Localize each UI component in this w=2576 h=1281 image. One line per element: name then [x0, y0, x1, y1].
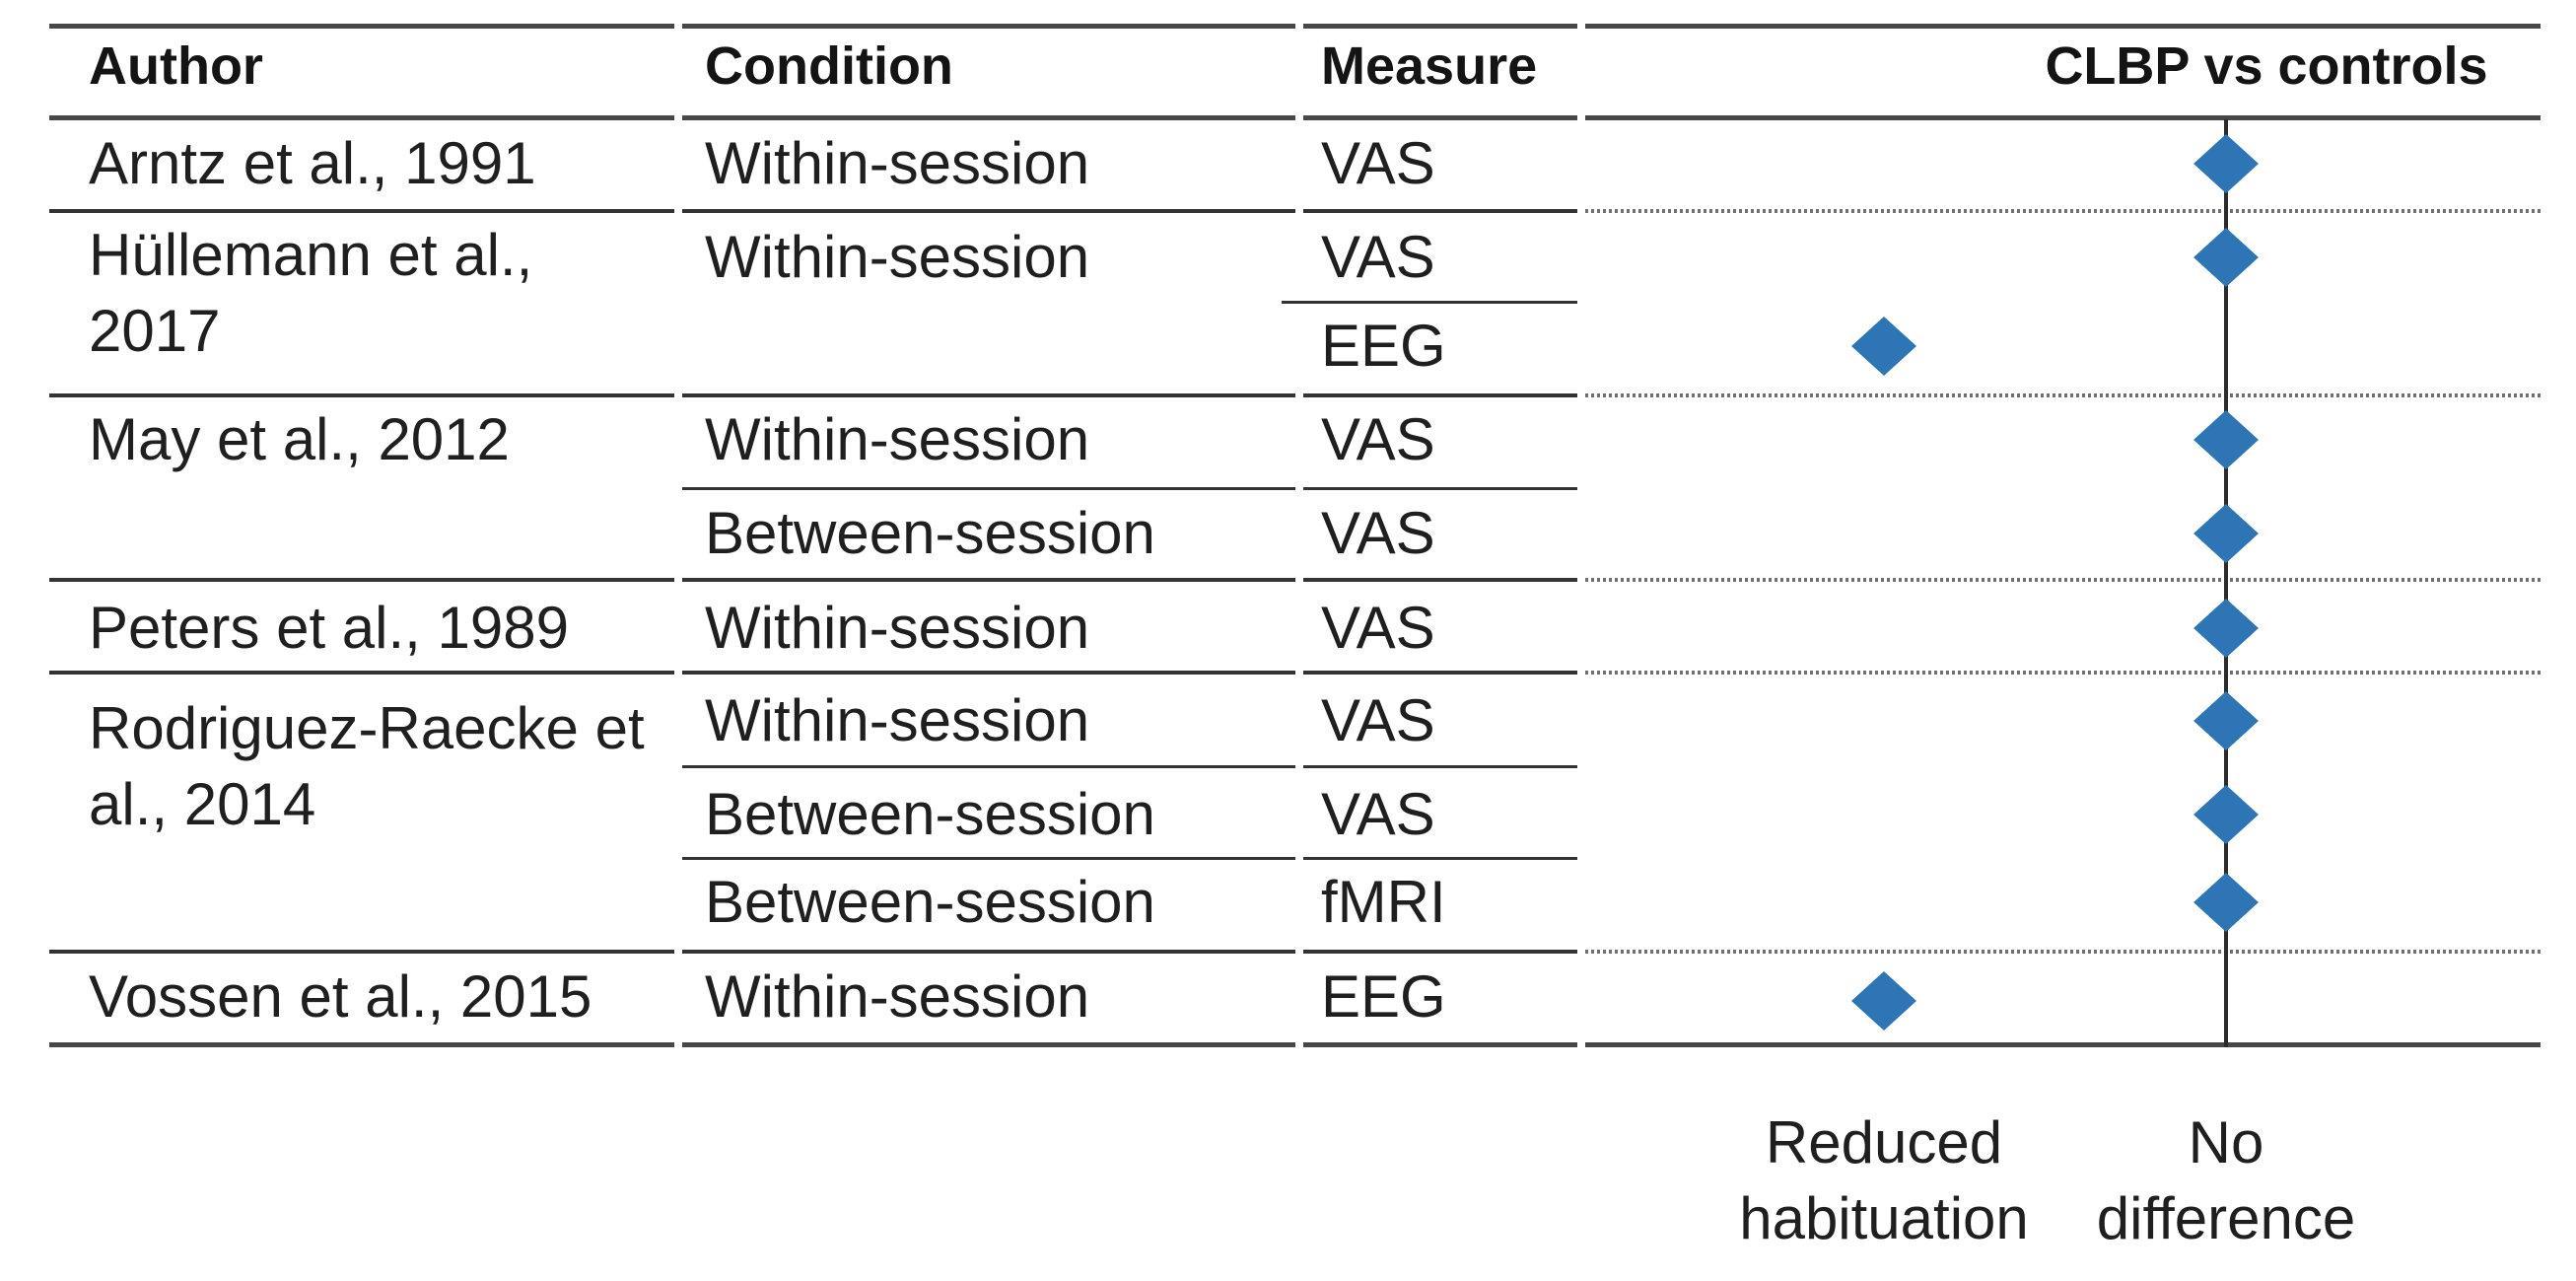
author-cell: Rodriguez-Raecke et al., 2014 [89, 695, 645, 837]
measure-cell: VAS [1321, 500, 1435, 566]
diamond-marker-no-difference [2193, 228, 2259, 287]
diamond-marker-no-difference [2193, 504, 2259, 563]
measure-cell: EEG [1321, 963, 1446, 1030]
column-header-author: Author [89, 36, 263, 96]
axis-label-no-difference: No difference [2096, 1109, 2356, 1251]
diamond-marker-reduced-habituation [1851, 971, 1916, 1031]
condition-cell: Between-session [705, 869, 1155, 935]
measure-cell: VAS [1321, 406, 1435, 472]
group-separator-dotted [1585, 950, 2541, 954]
column-header-measure: Measure [1321, 36, 1538, 96]
diamond-marker-no-difference [2193, 873, 2259, 932]
group-separator [49, 209, 1577, 213]
diamond-marker-no-difference [2193, 691, 2259, 750]
diamond-marker-no-difference [2193, 134, 2259, 193]
group-separator [49, 950, 1577, 954]
condition-cell: Within-session [705, 130, 1090, 196]
measure-cell: VAS [1321, 687, 1435, 753]
column-header-comparison: CLBP vs controls [2045, 36, 2488, 96]
condition-separator [682, 765, 1577, 768]
column-header-condition: Condition [705, 36, 953, 96]
author-cell: May et al., 2012 [89, 406, 510, 472]
condition-cell: Between-session [705, 500, 1155, 566]
group-separator-dotted [1585, 393, 2541, 397]
group-separator-dotted [1585, 578, 2541, 582]
condition-cell: Within-session [705, 687, 1090, 753]
condition-separator [682, 857, 1577, 860]
axis-label-reduced-habituation: Reduced habituation [1739, 1109, 2029, 1251]
author-cell: Arntz et al., 1991 [89, 130, 536, 196]
author-cell: Peters et al., 1989 [89, 595, 569, 661]
diamond-marker-no-difference [2193, 785, 2259, 844]
measure-cell: VAS [1321, 224, 1435, 290]
measure-cell: VAS [1321, 595, 1435, 661]
measure-cell: EEG [1321, 313, 1446, 379]
condition-cell: Between-session [705, 781, 1155, 847]
condition-cell: Within-session [705, 963, 1090, 1030]
condition-cell: Within-session [705, 595, 1090, 661]
group-separator [49, 578, 1577, 582]
condition-separator [682, 487, 1577, 490]
author-cell: Hüllemann et al., 2017 [89, 222, 533, 364]
measure-separator [1282, 301, 1577, 304]
diamond-marker-no-difference [2193, 410, 2259, 469]
group-separator [49, 671, 1577, 675]
measure-cell: VAS [1321, 781, 1435, 847]
table-top-border [49, 24, 2541, 29]
header-separator-line [49, 115, 2541, 120]
group-separator-dotted [1585, 209, 2541, 213]
measure-cell: VAS [1321, 130, 1435, 196]
group-separator-dotted [1585, 671, 2541, 675]
measure-cell: fMRI [1321, 869, 1446, 935]
axis-line [2224, 119, 2228, 1047]
condition-cell: Within-session [705, 406, 1090, 472]
condition-cell: Within-session [705, 224, 1090, 290]
diamond-marker-no-difference [2193, 599, 2259, 658]
group-separator [49, 393, 1577, 397]
diamond-marker-reduced-habituation [1851, 317, 1916, 376]
author-cell: Vossen et al., 2015 [89, 963, 592, 1030]
table-bottom-border [49, 1042, 2541, 1047]
